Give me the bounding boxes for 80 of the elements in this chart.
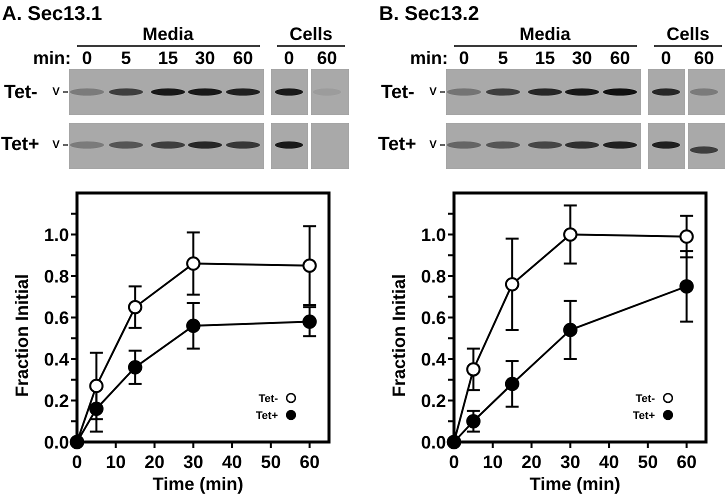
x-tick-label: 20 [522,452,542,472]
point [128,360,142,374]
legend-label: Tet- [636,393,656,405]
text: V [429,86,438,98]
text: V [52,139,60,151]
x-tick-label: 30 [560,452,580,472]
y-tick-label: 0.4 [44,350,69,370]
y-tick-label: 0.0 [420,432,446,452]
y-tick-label: 0.8 [44,266,69,286]
y-tick-label: 0.2 [44,391,69,411]
point [186,256,200,271]
text: Tet- [4,82,38,103]
point [128,300,142,314]
point [302,314,317,329]
x-tick-label: 0 [448,452,460,472]
point [563,322,578,338]
y-tick-label: 0.0 [44,432,69,452]
text: 60 [316,48,338,68]
y-tick-label: 0.2 [420,391,446,411]
text: 30 [572,48,592,68]
y-axis-title: Fraction Initial [389,274,409,398]
x-tick-label: 10 [106,452,126,472]
x-tick-label: 40 [599,452,620,472]
text: 60 [232,48,254,68]
text: Tet+ [378,134,416,155]
y-tick-label: 0.6 [420,308,446,328]
text: Media [519,24,572,44]
text: Tet- [381,82,414,103]
text: 15 [534,48,556,68]
text: 15 [158,48,178,68]
x-tick-label: 50 [260,452,281,472]
x-tick-label: 60 [676,452,697,472]
x-tick-label: 40 [222,452,242,472]
text: min: [33,48,71,68]
text: 5 [498,48,508,68]
y-tick-label: 0.8 [420,266,446,286]
text: min: [410,48,448,68]
point [89,402,104,416]
legend-label: Tet+ [256,410,278,422]
text: 0 [458,48,470,68]
text: 0 [660,48,672,68]
x-tick-label: 20 [144,452,165,472]
point [504,376,520,392]
point [302,258,317,273]
text: V [52,86,60,98]
y-tick-label: 1.0 [420,225,446,245]
y-tick-label: 0.4 [420,350,446,370]
x-tick-label: 0 [72,452,82,472]
x-tick-label: 50 [638,452,658,472]
text: 0 [82,48,92,68]
point [186,318,200,333]
x-axis-title: Time (min) [152,474,244,494]
x-tick-label: 10 [482,452,503,472]
point [466,414,481,428]
chart-title: A. Sec13.1 [2,3,102,25]
text: 5 [120,48,132,68]
text: Cells [289,24,333,44]
text: Cells [666,24,710,44]
text: 60 [694,48,714,68]
point [89,378,104,394]
x-tick-label: 30 [183,452,204,472]
y-tick-label: 1.0 [44,225,69,245]
text: Tet+ [1,134,40,155]
legend-label: Tet+ [632,410,655,422]
chart-title: B. Sec13.2 [379,3,480,25]
x-tick-label: 60 [300,452,320,472]
text: 0 [284,48,294,68]
y-axis-title: Fraction Initial [12,274,32,398]
text: 30 [194,48,216,68]
text: V [429,139,438,151]
point [679,279,694,294]
x-axis-title: Time (min) [530,474,620,494]
point [504,277,520,292]
point [679,229,694,244]
text: 60 [610,48,630,68]
legend-label: Tet- [258,393,278,405]
text: Media [142,24,194,44]
y-tick-label: 0.6 [44,308,69,328]
point [563,227,578,242]
point [466,362,481,377]
